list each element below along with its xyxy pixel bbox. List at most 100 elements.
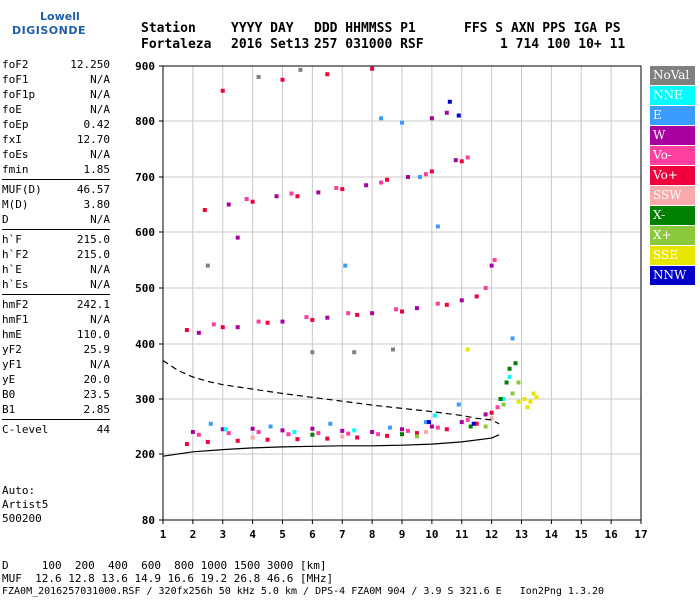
density-profile-curve [162, 360, 500, 425]
echo-point [325, 315, 330, 320]
header-label-station: Station [141, 21, 196, 36]
param-name: hmF2 [2, 298, 29, 311]
echo-point [316, 431, 321, 436]
param-value: 0.42 [83, 118, 111, 131]
legend-item: E [650, 106, 695, 125]
echo-point [244, 197, 249, 201]
echo-point [325, 72, 330, 77]
param-row: h`Es N/A [2, 277, 110, 292]
scaled-parameters-panel: foF2 12.250 foF1 N/A foF1p N/A foE N/A foEp 0.42 f… [2, 57, 110, 437]
x-tick-label: 5 [279, 528, 286, 541]
echo-point [516, 380, 521, 385]
echo-point [265, 320, 270, 325]
y-tick-label: 800 [135, 115, 155, 128]
param-separator [2, 294, 110, 295]
echo-point [498, 397, 503, 401]
echo-point [289, 191, 294, 196]
param-row: D N/A [2, 212, 110, 227]
echo-point [256, 319, 261, 324]
echo-point [295, 194, 300, 199]
echo-point [522, 397, 527, 401]
param-name: h`Es [2, 278, 29, 291]
y-tick-label: 300 [135, 393, 155, 406]
echo-point [226, 431, 231, 436]
param-name: h`E [2, 263, 22, 276]
x-tick-label: 7 [339, 528, 346, 541]
x-tick-label: 9 [399, 528, 406, 541]
echo-point [385, 433, 390, 438]
header-value-settings: 1 714 100 10+ 11 [500, 37, 626, 52]
y-tick-label: 600 [135, 226, 155, 239]
y-tick-label: 900 [135, 60, 155, 73]
param-value: 12.250 [70, 58, 110, 71]
legend-item: X+ [650, 226, 695, 245]
echo-point [274, 194, 279, 199]
echo-point [507, 375, 512, 379]
param-value: 25.9 [83, 343, 111, 356]
polarization-legend: NoVal NNE E W Vo- Vo+ SSW X- X+ SSE NNW [650, 66, 695, 286]
x-tick-label: 11 [455, 528, 469, 541]
legend-item: Vo+ [650, 166, 695, 185]
echo-point [459, 159, 464, 164]
echo-point [310, 426, 315, 431]
echo-point [405, 175, 410, 179]
header-label-time: DDD HHMMSS P1 [314, 21, 416, 36]
echo-point [364, 183, 369, 188]
echo-point [196, 330, 201, 335]
echo-point [355, 312, 360, 317]
echo-point [340, 187, 345, 192]
echo-point [286, 432, 291, 437]
echo-point [471, 421, 476, 426]
echo-point [265, 437, 270, 442]
echo-point [355, 435, 360, 440]
y-tick-label: 80 [142, 514, 155, 527]
echo-point [280, 428, 285, 433]
param-row: foF1 N/A [2, 72, 110, 87]
echo-point [223, 427, 228, 432]
param-row: foEp 0.42 [2, 117, 110, 132]
param-row: foE N/A [2, 102, 110, 117]
param-row: B0 23.5 [2, 387, 110, 402]
param-name: fmin [2, 163, 29, 176]
y-tick-label: 200 [135, 448, 155, 461]
param-value: 3.80 [83, 198, 111, 211]
header-label-settings: FFS S AXN PPS IGA PS [464, 21, 621, 36]
echo-point [465, 347, 470, 352]
x-tick-label: 13 [515, 528, 528, 541]
echo-point [340, 434, 345, 439]
legend-item: X- [650, 206, 695, 225]
muf-row: MUF 12.6 12.8 13.6 14.9 16.6 19.2 26.8 4… [2, 572, 334, 585]
param-value: 1.85 [83, 163, 111, 176]
echo-point [235, 325, 240, 330]
x-tick-label: 2 [190, 528, 197, 541]
param-name: B1 [2, 403, 16, 416]
echo-point [379, 116, 384, 121]
echo-point [292, 430, 297, 434]
echo-point [250, 426, 255, 431]
echo-point [310, 317, 315, 322]
echo-point [370, 311, 375, 316]
x-tick-label: 17 [634, 528, 647, 541]
legend-item: W [650, 126, 695, 145]
logo-lowell-text: Lowell [40, 10, 80, 23]
echo-point [528, 399, 533, 404]
echo-point [325, 436, 330, 441]
echo-point [400, 427, 404, 432]
param-value: N/A [90, 88, 110, 101]
echo-point [343, 263, 348, 268]
echo-point [483, 424, 488, 429]
x-tick-label: 16 [605, 528, 619, 541]
echo-point [346, 431, 351, 436]
param-name: C-level [2, 423, 49, 436]
echo-point [417, 175, 422, 179]
param-row: h`E N/A [2, 262, 110, 277]
echo-point [388, 425, 393, 430]
legend-item: NNW [650, 266, 695, 285]
echo-point [250, 199, 255, 204]
param-row: hmE 110.0 [2, 327, 110, 342]
param-name: fxI [2, 133, 22, 146]
autoscaling-info: Auto: Artist5 500200 [2, 484, 48, 526]
echo-point [334, 186, 339, 190]
param-row: h`F2 215.0 [2, 247, 110, 262]
